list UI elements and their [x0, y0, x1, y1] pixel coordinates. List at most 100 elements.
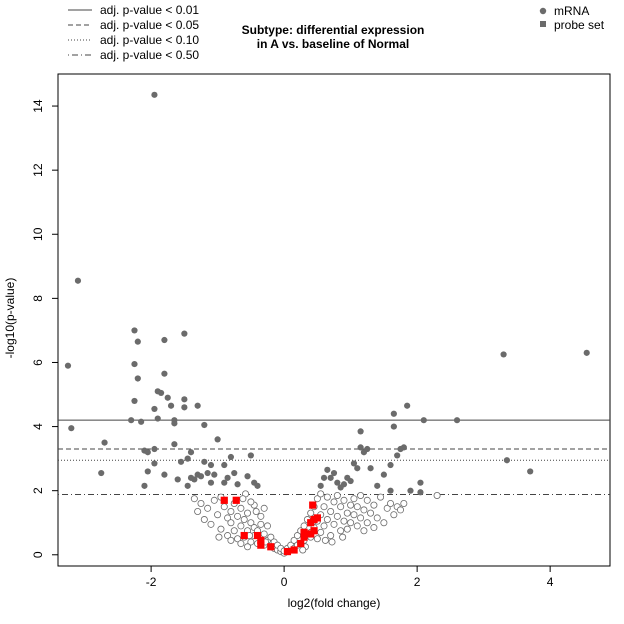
- data-point-mrna-open: [347, 501, 355, 509]
- data-point-mrna-open: [230, 527, 238, 535]
- data-point-mrna-open: [204, 504, 212, 512]
- data-point-mrna-open: [320, 503, 328, 511]
- data-point-mrna-open: [247, 498, 255, 506]
- data-point-mrna-open: [257, 520, 265, 528]
- data-point-mrna: [221, 479, 228, 486]
- data-point-mrna: [171, 420, 178, 427]
- data-point-mrna-open: [252, 508, 260, 516]
- data-point-mrna-open: [353, 522, 361, 530]
- data-point-mrna-open: [317, 528, 325, 536]
- data-point-mrna: [417, 479, 424, 486]
- data-point-mrna-open: [400, 499, 408, 507]
- data-point-mrna-open: [267, 533, 275, 541]
- x-tick-label: 0: [281, 575, 288, 589]
- points-significant: [64, 91, 590, 496]
- data-point-mrna: [161, 370, 168, 377]
- data-point-mrna: [164, 394, 171, 401]
- data-point-mrna: [131, 397, 138, 405]
- data-point-mrna-open: [373, 514, 381, 522]
- data-point-probe-set: [257, 536, 265, 544]
- data-point-mrna: [181, 404, 188, 411]
- data-point-mrna-open: [370, 524, 378, 532]
- data-point-mrna-open: [360, 506, 368, 514]
- data-point-mrna: [131, 360, 138, 368]
- data-point-mrna-open: [194, 508, 202, 516]
- data-point-mrna: [68, 425, 75, 432]
- data-point-mrna-open: [239, 495, 247, 503]
- data-point-probe-set: [310, 527, 318, 535]
- data-point-probe-set: [300, 528, 308, 536]
- data-point-mrna: [128, 417, 135, 424]
- points-nonsignificant: [190, 490, 441, 557]
- data-point-mrna-open: [433, 491, 441, 499]
- data-point-mrna: [320, 474, 328, 481]
- data-point-mrna: [184, 482, 191, 489]
- data-point-mrna: [244, 473, 251, 480]
- data-point-mrna-open: [224, 514, 232, 522]
- data-point-mrna: [404, 402, 411, 409]
- data-point-mrna: [527, 468, 534, 475]
- data-point-mrna-open: [247, 519, 255, 527]
- data-point-mrna: [184, 455, 191, 462]
- data-point-mrna: [161, 471, 168, 478]
- data-point-mrna-open: [330, 498, 338, 506]
- data-point-mrna-open: [321, 536, 329, 544]
- data-point-mrna-open: [343, 525, 351, 533]
- data-point-mrna-open: [237, 504, 245, 512]
- data-point-mrna-open: [317, 490, 325, 498]
- data-point-mrna-open: [260, 530, 268, 538]
- data-point-mrna-open: [323, 516, 331, 524]
- data-point-mrna: [207, 479, 215, 486]
- data-point-mrna-open: [313, 535, 321, 543]
- data-point-mrna-open: [337, 527, 345, 535]
- data-point-mrna-open: [215, 533, 223, 541]
- data-point-mrna-open: [217, 525, 225, 533]
- data-point-mrna-open: [339, 533, 347, 541]
- data-point-mrna-open: [224, 532, 232, 540]
- data-point-probe-set: [300, 533, 308, 541]
- data-point-probe-set: [309, 501, 317, 509]
- data-point-mrna: [201, 421, 208, 429]
- legend-label-3: adj. p-value < 0.50: [100, 48, 199, 62]
- data-point-mrna-open: [347, 519, 355, 527]
- data-point-mrna: [367, 465, 374, 472]
- data-point-mrna: [583, 349, 590, 356]
- data-point-mrna-open: [227, 508, 235, 516]
- data-point-mrna-open: [257, 512, 265, 520]
- threshold-legend: adj. p-value < 0.01 adj. p-value < 0.05 …: [68, 3, 199, 62]
- data-point-mrna: [138, 418, 145, 425]
- data-point-mrna-open: [390, 511, 398, 519]
- data-point-mrna-open: [244, 543, 252, 551]
- data-point-mrna: [201, 458, 208, 465]
- data-point-mrna-open: [327, 508, 335, 516]
- data-point-mrna: [337, 484, 344, 491]
- y-tick-label: 2: [31, 487, 45, 494]
- data-point-mrna: [167, 402, 175, 409]
- threshold-lines: [58, 419, 610, 496]
- y-tick-label: 0: [31, 551, 45, 558]
- data-point-mrna: [214, 436, 221, 443]
- data-point-mrna-open: [234, 512, 242, 520]
- data-point-mrna: [204, 469, 211, 477]
- data-point-mrna: [390, 423, 397, 430]
- data-point-mrna: [394, 452, 401, 459]
- data-point-mrna: [350, 460, 358, 467]
- data-point-mrna-open: [320, 522, 328, 530]
- data-point-mrna: [211, 471, 218, 478]
- y-tick-label: 4: [31, 423, 45, 430]
- data-point-probe-set: [267, 543, 275, 551]
- data-point-mrna: [194, 402, 201, 409]
- data-point-mrna: [144, 449, 151, 456]
- data-point-mrna: [317, 482, 324, 489]
- data-point-mrna: [500, 351, 507, 358]
- data-point-mrna-open: [343, 509, 351, 517]
- data-point-mrna-open: [340, 496, 348, 504]
- data-point-mrna: [197, 473, 205, 480]
- y-tick-label: 14: [31, 99, 45, 113]
- data-point-mrna-open: [363, 519, 371, 527]
- data-point-mrna: [374, 482, 381, 489]
- y-tick-label: 8: [31, 295, 45, 302]
- y-axis-label: -log10(p-value): [3, 278, 17, 359]
- data-point-mrna: [324, 466, 331, 473]
